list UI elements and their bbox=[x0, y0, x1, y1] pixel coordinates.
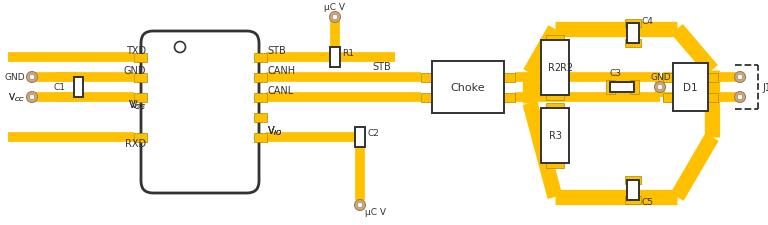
Bar bbox=[253, 93, 266, 102]
Circle shape bbox=[357, 202, 362, 208]
Text: R2: R2 bbox=[560, 63, 573, 73]
Circle shape bbox=[29, 75, 35, 81]
Text: μC V: μC V bbox=[365, 208, 386, 216]
Circle shape bbox=[174, 42, 186, 53]
Bar bbox=[74, 78, 82, 98]
Circle shape bbox=[734, 72, 746, 83]
Circle shape bbox=[734, 92, 746, 103]
Text: R3: R3 bbox=[548, 130, 561, 140]
Bar bbox=[501, 93, 515, 102]
Bar bbox=[355, 127, 365, 147]
Text: GND: GND bbox=[650, 72, 671, 81]
Text: V$_{CC}$: V$_{CC}$ bbox=[127, 98, 146, 111]
Bar bbox=[432, 62, 504, 113]
Bar bbox=[546, 103, 564, 112]
Text: J1: J1 bbox=[762, 83, 768, 93]
Text: Vₓₓ: Vₓₓ bbox=[131, 99, 146, 110]
Circle shape bbox=[29, 95, 35, 100]
Text: C3: C3 bbox=[610, 69, 622, 78]
Bar bbox=[610, 83, 634, 93]
Bar bbox=[421, 73, 435, 82]
Bar bbox=[253, 113, 266, 122]
Text: V$_{IO}$: V$_{IO}$ bbox=[267, 124, 283, 137]
Text: STB: STB bbox=[372, 62, 391, 72]
Text: V$_{CC}$: V$_{CC}$ bbox=[127, 98, 146, 111]
Circle shape bbox=[329, 12, 340, 23]
Bar bbox=[134, 73, 147, 82]
Text: D1: D1 bbox=[683, 83, 697, 93]
Circle shape bbox=[654, 82, 666, 93]
Bar bbox=[253, 53, 266, 62]
Bar bbox=[706, 93, 717, 102]
Text: GND: GND bbox=[124, 66, 146, 76]
Bar bbox=[541, 40, 569, 95]
Text: TXD: TXD bbox=[126, 46, 146, 56]
Bar bbox=[663, 73, 674, 82]
Circle shape bbox=[737, 75, 743, 81]
Bar bbox=[253, 133, 266, 142]
Text: CANH: CANH bbox=[267, 66, 295, 76]
Bar bbox=[625, 40, 641, 48]
Text: Choke: Choke bbox=[451, 83, 485, 93]
Bar bbox=[625, 176, 641, 184]
Text: C1: C1 bbox=[54, 83, 66, 92]
Bar bbox=[546, 35, 564, 44]
Text: V$_{CC}$: V$_{CC}$ bbox=[8, 91, 25, 104]
Bar bbox=[605, 81, 614, 94]
Bar bbox=[330, 48, 340, 68]
Bar bbox=[253, 73, 266, 82]
Bar bbox=[663, 93, 674, 102]
Text: V$_{IO}$: V$_{IO}$ bbox=[267, 124, 283, 137]
Text: GND: GND bbox=[5, 73, 25, 82]
Text: STB: STB bbox=[267, 46, 286, 56]
Bar bbox=[630, 81, 638, 94]
Bar bbox=[501, 73, 515, 82]
Bar bbox=[627, 24, 639, 44]
FancyBboxPatch shape bbox=[141, 32, 259, 193]
Bar bbox=[134, 133, 147, 142]
Text: C5: C5 bbox=[641, 198, 653, 207]
Text: V$_{IO}$: V$_{IO}$ bbox=[267, 124, 283, 137]
Bar bbox=[134, 53, 147, 62]
Text: CANL: CANL bbox=[267, 86, 293, 96]
Bar bbox=[673, 64, 707, 112]
Bar bbox=[706, 73, 717, 82]
Bar bbox=[546, 159, 564, 168]
Bar bbox=[546, 91, 564, 100]
Circle shape bbox=[657, 85, 663, 90]
Text: C2: C2 bbox=[367, 128, 379, 137]
Circle shape bbox=[737, 95, 743, 100]
Bar bbox=[625, 196, 641, 204]
Text: V$_{CC}$: V$_{CC}$ bbox=[8, 91, 25, 104]
Bar bbox=[625, 20, 641, 28]
Circle shape bbox=[355, 200, 366, 211]
Text: R2: R2 bbox=[548, 63, 561, 73]
Text: μC V: μC V bbox=[325, 3, 346, 12]
Circle shape bbox=[27, 92, 38, 103]
Circle shape bbox=[333, 15, 338, 21]
Text: C4: C4 bbox=[641, 17, 653, 26]
Bar bbox=[421, 93, 435, 102]
Text: RXD: RXD bbox=[125, 138, 146, 148]
Circle shape bbox=[27, 72, 38, 83]
Bar bbox=[627, 180, 639, 200]
Text: R1: R1 bbox=[342, 48, 354, 57]
Bar bbox=[541, 108, 569, 163]
Bar bbox=[134, 93, 147, 102]
